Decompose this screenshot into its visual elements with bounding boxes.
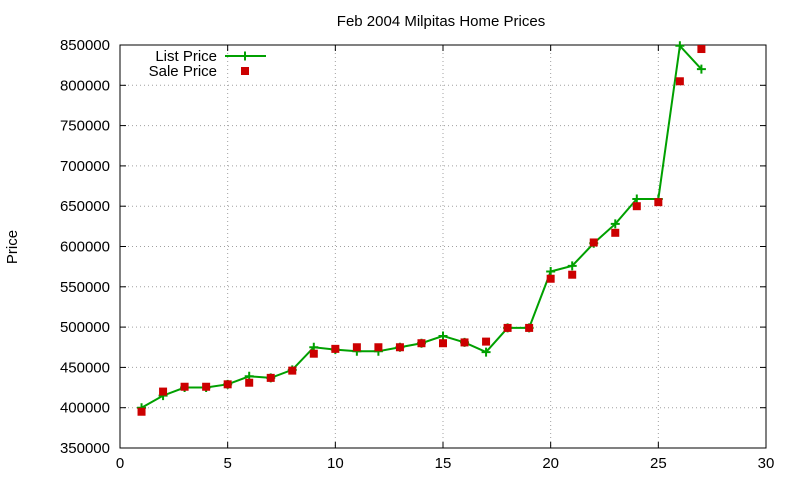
y-tick-label: 800000 <box>60 77 110 94</box>
legend-label-list-price: List Price <box>155 48 217 65</box>
sale-price-point <box>374 343 383 352</box>
y-tick-label: 400000 <box>60 400 110 417</box>
y-tick-label: 450000 <box>60 359 110 376</box>
list-price-line <box>141 43 703 409</box>
x-tick-label: 15 <box>435 455 452 472</box>
sale-price-point <box>288 366 297 375</box>
y-tick-label: 550000 <box>60 279 110 296</box>
sale-price-point <box>395 343 404 352</box>
y-tick-label: 500000 <box>60 319 110 336</box>
legend-marker-list-price <box>240 51 250 61</box>
list-price-point <box>696 64 706 74</box>
sale-price-point <box>137 407 146 416</box>
sale-price-point <box>568 270 577 279</box>
sale-price-point <box>460 338 469 347</box>
sale-price-point <box>525 323 534 332</box>
sale-price-point <box>439 339 447 348</box>
y-axis-label: Price <box>4 230 21 264</box>
sale-price-point <box>482 337 491 346</box>
list-price-point <box>567 261 577 271</box>
y-tick-label: 600000 <box>60 239 110 256</box>
legend-marker-sale-price <box>241 67 249 75</box>
axes: 0 5 10 15 20 25 30 350000 400000 450000 500000 5500… <box>60 37 774 472</box>
sale-price-point <box>417 339 426 348</box>
y-tick-label: 750000 <box>60 118 110 135</box>
y-tick-label: 700000 <box>60 158 110 175</box>
sale-price-point <box>245 378 254 387</box>
y-tick-label: 650000 <box>60 198 110 215</box>
sale-price-point <box>266 373 275 382</box>
chart-title: Feb 2004 Milpitas Home Prices <box>337 13 545 30</box>
legend-label-sale-price: Sale Price <box>149 63 217 80</box>
x-tick-label: 25 <box>650 455 667 472</box>
list-price-point <box>546 266 556 276</box>
sale-price-point <box>654 198 663 207</box>
sale-price-point <box>202 382 211 391</box>
sale-price-point <box>309 349 318 358</box>
sale-price-point <box>331 344 340 353</box>
y-tick-label: 350000 <box>60 440 110 457</box>
sale-price-point <box>352 343 361 352</box>
x-tick-label: 20 <box>542 455 559 472</box>
sale-price-point <box>159 387 168 396</box>
sale-price-point <box>697 45 706 54</box>
list-price-point <box>675 41 685 51</box>
x-tick-label: 5 <box>223 455 231 472</box>
y-tick-label: 850000 <box>60 37 110 54</box>
list-price-point <box>481 347 491 357</box>
sale-price-point <box>223 380 232 389</box>
sale-price-point <box>611 228 620 237</box>
list-price-point <box>610 219 620 229</box>
list-price-point <box>438 331 448 341</box>
list-price-point <box>632 194 642 204</box>
sale-price-point <box>546 274 555 283</box>
sale-price-point <box>180 382 189 391</box>
grid <box>120 45 766 448</box>
x-tick-label: 0 <box>116 455 124 472</box>
x-tick-label: 30 <box>758 455 775 472</box>
sale-price-point <box>503 323 512 332</box>
series-layer <box>137 41 706 416</box>
sale-price-point <box>632 202 641 211</box>
sale-price-point <box>589 238 598 247</box>
sale-price-point <box>675 77 684 86</box>
x-tick-label: 10 <box>327 455 344 472</box>
